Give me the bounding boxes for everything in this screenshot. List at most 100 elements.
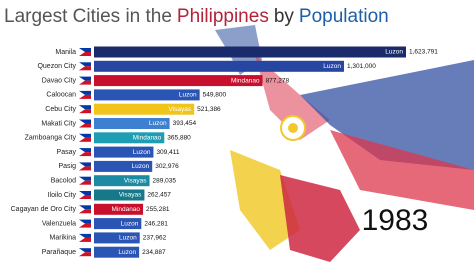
flag-red (79, 109, 91, 114)
flag (79, 62, 91, 71)
flag-blue (79, 219, 91, 224)
category-label: Quezon City (37, 63, 76, 70)
group-label: Visayas (169, 106, 192, 113)
flag-red (79, 123, 91, 128)
category-label: Caloocan (46, 92, 76, 99)
title-part: Philippines (177, 6, 269, 27)
flag-red (79, 195, 91, 199)
flag-red (79, 252, 91, 257)
flag-triangle (79, 62, 85, 71)
value-label: 549,800 (203, 92, 227, 99)
flag-blue (79, 105, 91, 110)
category-label: Zamboanga City (25, 135, 77, 142)
bar (94, 132, 165, 144)
bar (94, 175, 150, 187)
value-label: 289,035 (153, 177, 177, 184)
flag-triangle (79, 219, 85, 228)
group-label: Mindanao (231, 77, 260, 84)
category-label: Parañaque (42, 249, 76, 256)
flag-triangle (79, 133, 85, 142)
value-label: 1,301,000 (347, 63, 376, 70)
bar (94, 46, 406, 58)
flag-triangle (79, 48, 85, 56)
flag (79, 133, 91, 142)
flag-triangle (79, 248, 85, 257)
bar (94, 89, 200, 101)
flag-red (79, 209, 91, 214)
flag-red (79, 237, 91, 242)
flag-red (79, 152, 91, 157)
flag-triangle (79, 148, 85, 157)
category-label: Davao City (42, 77, 77, 84)
group-label: Luzon (323, 63, 341, 70)
bar (94, 189, 145, 201)
flag (79, 48, 91, 56)
bar (94, 118, 170, 129)
value-label: 365,880 (167, 135, 191, 142)
value-label: 237,962 (143, 235, 167, 242)
value-label: 1,623,791 (409, 49, 438, 56)
flag (79, 205, 91, 214)
category-label: Pasig (58, 163, 76, 170)
map-decoration (215, 25, 474, 262)
flag-blue (79, 233, 91, 238)
year-label: 1983 (362, 204, 429, 237)
bar (94, 246, 140, 258)
category-label: Cagayan de Oro City (11, 206, 77, 213)
flag-triangle (79, 176, 85, 185)
flag (79, 176, 91, 185)
group-label: Luzon (149, 120, 167, 127)
flag-triangle (79, 119, 85, 128)
flag-red (79, 180, 91, 185)
flag-red (79, 166, 91, 171)
flag-blue (79, 148, 91, 153)
value-label: 877,278 (266, 77, 290, 84)
flag-red (79, 137, 91, 142)
flag-triangle (79, 162, 85, 171)
flag (79, 105, 91, 114)
category-label: Valenzuela (42, 220, 76, 227)
flag-red (79, 223, 91, 228)
flag (79, 148, 91, 157)
flag (79, 76, 91, 85)
flag-blue (79, 48, 91, 52)
flag-red (79, 52, 91, 56)
group-label: Mindanao (133, 135, 162, 142)
flag-red (79, 94, 91, 99)
flag-triangle (79, 191, 85, 199)
value-label: 262,457 (147, 192, 171, 199)
bar (94, 75, 263, 87)
value-label: 234,887 (142, 249, 166, 256)
value-label: 255,281 (146, 206, 170, 213)
title-part: by (274, 6, 295, 27)
category-label: Manila (55, 49, 76, 56)
bar (94, 203, 144, 215)
bar (94, 146, 154, 158)
group-label: Luzon (118, 249, 136, 256)
value-label: 393,454 (173, 120, 197, 127)
group-label: Luzon (121, 220, 139, 227)
value-label: 521,386 (197, 106, 221, 113)
flag-blue (79, 90, 91, 95)
flag-blue (79, 62, 91, 67)
flag-triangle (79, 76, 85, 85)
flag-blue (79, 133, 91, 138)
group-label: Luzon (179, 92, 197, 99)
group-label: Mindanao (111, 206, 140, 213)
group-label: Visayas (119, 192, 142, 199)
flag-triangle (79, 233, 85, 242)
bars: Manila Luzon 1,623,791 Quezon City Luzon 1,30… (11, 46, 438, 258)
group-label: Luzon (133, 149, 151, 156)
flag-blue (79, 176, 91, 181)
bar (94, 160, 153, 172)
bar (94, 103, 195, 115)
flag-triangle (79, 205, 85, 214)
title-part: Largest Cities in the (4, 6, 172, 27)
chart-title: Largest Cities in the Philippines by Popula… (4, 6, 389, 27)
group-label: Luzon (385, 49, 403, 56)
category-label: Cebu City (45, 106, 76, 113)
category-label: Marikina (50, 235, 77, 242)
flag (79, 90, 91, 99)
bar (94, 60, 344, 72)
